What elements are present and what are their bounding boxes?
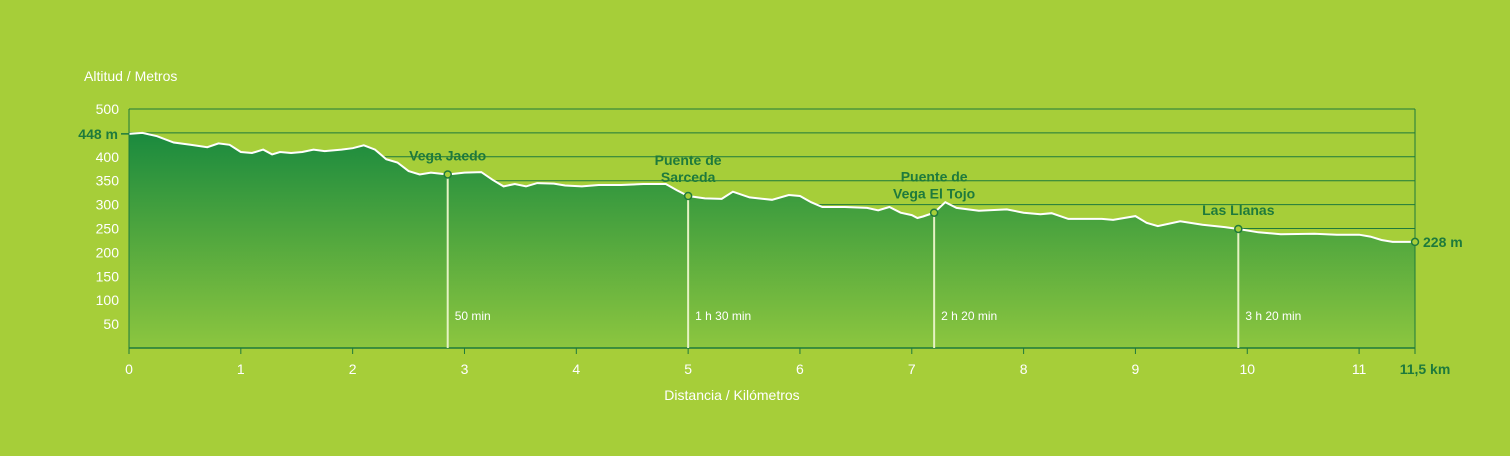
x-tick-label-7: 7 xyxy=(908,361,916,377)
y-tick-label-350: 350 xyxy=(96,173,120,189)
elevation-line xyxy=(128,131,1415,243)
waypoint-0: Vega Jaedo 50 min xyxy=(409,147,491,348)
start-altitude-label: 448 m xyxy=(78,126,118,142)
waypoint-name: Puente de Sarceda xyxy=(655,152,722,185)
axis-ticks: 50 100 150 200 250 300 350 400 500 0 1 2 3 4 5 6 7 8 9 10 11… xyxy=(78,101,1462,377)
waypoint-marker xyxy=(443,170,452,179)
y-tick-label-200: 200 xyxy=(96,244,120,260)
waypoint-marker xyxy=(683,191,693,201)
waypoint-2: Puente de Vega El Tojo 2 h 20 min xyxy=(893,169,997,348)
elevation-fill xyxy=(129,132,1415,348)
x-tick-label-5: 5 xyxy=(684,361,692,377)
plot-frame xyxy=(128,109,1416,349)
waypoint-marker xyxy=(929,208,939,217)
x-tick-label-3: 3 xyxy=(461,361,469,377)
waypoint-time: 3 h 20 min xyxy=(1245,309,1301,323)
x-tick-label-1: 1 xyxy=(237,361,245,377)
end-point-marker xyxy=(1410,237,1420,247)
waypoint-1: Puente de Sarceda 1 h 30 min xyxy=(655,152,751,348)
waypoint-name: Puente de Vega El Tojo xyxy=(893,169,975,202)
y-tick-label-500: 500 xyxy=(96,101,120,117)
x-tick-label-0: 0 xyxy=(125,361,133,377)
waypoint-time: 50 min xyxy=(455,309,491,323)
x-tick-label-8: 8 xyxy=(1020,361,1028,377)
waypoint-3: Las Llanas 3 h 20 min xyxy=(1202,202,1301,348)
y-tick-label-50: 50 xyxy=(103,316,119,332)
y-tick-label-300: 300 xyxy=(96,197,120,213)
x-tick-label-11: 11 xyxy=(1352,361,1367,377)
waypoints: Vega Jaedo 50 min Puente de Sarceda 1 h 30 m… xyxy=(409,147,1420,348)
end-altitude-label: 228 m xyxy=(1423,234,1463,250)
x-tick-label-4: 4 xyxy=(572,361,580,377)
elevation-area xyxy=(128,131,1415,348)
x-end-label: 11,5 km xyxy=(1400,361,1451,377)
waypoint-time: 1 h 30 min xyxy=(695,309,751,323)
x-tick-label-10: 10 xyxy=(1239,361,1255,377)
x-tick-label-9: 9 xyxy=(1132,361,1140,377)
y-tick-label-100: 100 xyxy=(96,292,120,308)
y-axis-title: Altitud / Metros xyxy=(84,68,177,84)
x-axis-title: Distancia / Kilómetros xyxy=(664,387,799,403)
y-tick-label-250: 250 xyxy=(96,221,120,237)
x-tick-label-6: 6 xyxy=(796,361,804,377)
y-tick-label-150: 150 xyxy=(96,268,120,284)
x-tick-label-2: 2 xyxy=(349,361,357,377)
waypoint-time: 2 h 20 min xyxy=(941,309,997,323)
waypoint-name: Vega Jaedo xyxy=(409,147,486,163)
waypoint-name: Las Llanas xyxy=(1202,202,1275,218)
waypoint-marker xyxy=(1234,224,1243,234)
y-tick-label-400: 400 xyxy=(96,149,120,165)
